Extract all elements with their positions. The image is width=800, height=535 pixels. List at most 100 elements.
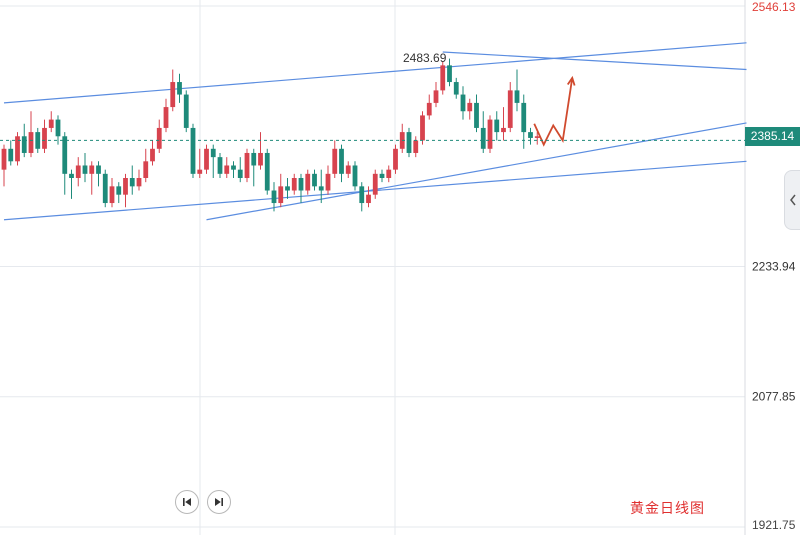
candle-body	[318, 186, 324, 191]
skip-forward-icon	[215, 498, 223, 506]
y-tick-label: 2233.94	[752, 260, 796, 274]
candle-body	[82, 165, 88, 174]
candle-body	[244, 152, 250, 179]
candle-body	[251, 152, 257, 166]
candle-body	[48, 119, 54, 128]
candle-body	[372, 173, 378, 195]
candle-body	[190, 127, 196, 174]
candle-body	[460, 94, 466, 112]
candle-body	[305, 173, 311, 191]
candle-body	[359, 186, 365, 204]
candle-body	[210, 148, 216, 158]
projection-arrowhead	[566, 75, 576, 86]
candle-body	[28, 132, 34, 153]
candle-body	[69, 173, 74, 179]
candle-body	[109, 186, 115, 204]
chevron-left-icon	[789, 194, 796, 206]
candle-body	[386, 169, 392, 179]
candle-body	[480, 127, 486, 149]
current-price-badge: 2385.14	[745, 127, 800, 146]
candle-body	[413, 140, 419, 153]
candle-body	[447, 65, 452, 83]
candle-body	[521, 102, 527, 133]
candle-body	[129, 178, 135, 187]
candle-body	[42, 127, 47, 149]
candle-body	[453, 82, 459, 95]
y-tick-label: 2546.13	[752, 0, 796, 14]
candle-body	[345, 165, 351, 174]
candle-body	[156, 127, 162, 149]
candle-body	[231, 165, 236, 170]
peak-annotation: 2483.69	[403, 51, 447, 65]
candle-body	[75, 165, 81, 179]
trendline-descending-resistance	[442, 51, 747, 71]
candle-body	[278, 186, 284, 204]
candle-body	[528, 132, 533, 138]
candle-body	[217, 157, 223, 174]
y-tick-label: 2077.85	[752, 390, 796, 404]
scroll-to-end-button[interactable]	[207, 490, 231, 514]
candle-body	[507, 90, 513, 128]
candle-body	[291, 178, 297, 191]
candle-body	[123, 178, 128, 195]
candle-body	[163, 107, 169, 128]
candle-body	[264, 152, 270, 191]
candle-body	[170, 82, 176, 108]
candle-body	[494, 119, 500, 133]
candle-body	[102, 173, 108, 204]
candle-body	[339, 148, 344, 174]
trendline-rising-support	[206, 122, 747, 221]
grid	[0, 0, 746, 535]
candle-body	[325, 173, 331, 191]
candle-body	[474, 102, 479, 128]
candle-body	[393, 148, 398, 170]
candle-body	[426, 102, 432, 116]
candle-body	[8, 148, 14, 162]
candles	[1, 58, 540, 212]
candle-body	[433, 90, 439, 103]
candle-body	[406, 132, 412, 153]
candle-body	[55, 119, 61, 137]
candle-body	[285, 186, 290, 191]
candle-body	[224, 165, 230, 174]
candle-body	[379, 173, 385, 179]
candle-body	[271, 190, 277, 204]
candle-body	[366, 194, 371, 204]
scroll-to-start-button[interactable]	[175, 490, 199, 514]
candle-body	[183, 94, 189, 128]
candle-body	[487, 119, 493, 149]
candle-body	[501, 127, 506, 133]
candle-body	[150, 148, 155, 162]
trendline-upper-channel	[3, 42, 747, 104]
candle-body	[15, 136, 20, 162]
candle-body	[467, 102, 473, 112]
candle-body	[440, 65, 446, 91]
candle-body	[332, 148, 338, 174]
candle-body	[204, 148, 209, 170]
chart-caption: 黄金日线图	[630, 501, 705, 517]
side-panel-toggle[interactable]	[784, 170, 800, 230]
candle-body	[352, 165, 358, 187]
candle-body	[258, 152, 263, 166]
candle-body	[514, 90, 520, 103]
projection-path	[533, 75, 576, 147]
candle-body	[237, 169, 243, 179]
candle-body	[1, 148, 7, 170]
projection-line	[533, 77, 574, 147]
candle-body	[197, 169, 203, 174]
candle-body	[312, 173, 317, 187]
candle-body	[62, 136, 68, 174]
candle-body	[143, 161, 149, 179]
skip-back-icon	[183, 498, 191, 506]
y-tick-label: 1921.75	[752, 518, 796, 532]
candle-body	[534, 136, 540, 138]
candle-body	[420, 115, 425, 141]
candle-body	[89, 165, 95, 174]
candle-body	[116, 186, 122, 195]
candle-body	[298, 178, 304, 191]
candle-body	[21, 136, 27, 153]
candle-body	[177, 82, 182, 95]
candle-body	[136, 178, 142, 187]
candle-body	[96, 165, 101, 174]
